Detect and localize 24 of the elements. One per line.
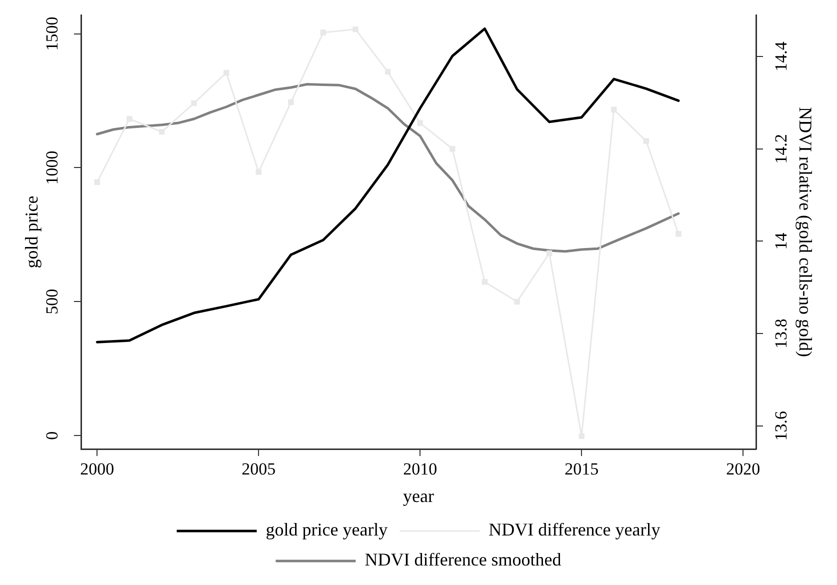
- y2-tick-label: 14: [771, 232, 790, 250]
- y2-axis-title: NDVI relative (gold cells-no gold): [795, 107, 816, 357]
- y2-tick-label: 13.8: [771, 318, 790, 348]
- y2-tick-label: 13.6: [771, 411, 790, 441]
- point: [191, 100, 197, 106]
- legend-label: gold price yearly: [266, 520, 388, 540]
- y2-tick-label: 14.4: [771, 41, 790, 72]
- point: [450, 146, 456, 152]
- y-axis-title: gold price: [22, 196, 42, 268]
- y2-tick-label: 14.2: [771, 134, 790, 164]
- x-tick-label: 2015: [564, 460, 599, 479]
- point: [417, 120, 423, 126]
- x-tick-label: 2010: [403, 460, 438, 479]
- y-tick-label: 0: [42, 431, 62, 440]
- point: [546, 250, 552, 256]
- y-tick-label: 1000: [42, 150, 62, 185]
- x-tick-label: 2005: [242, 460, 276, 479]
- x-tick-label: 2020: [726, 460, 760, 479]
- y-tick-label: 1500: [42, 16, 62, 51]
- legend-label: NDVI difference smoothed: [364, 550, 562, 570]
- x-tick-label: 2000: [80, 460, 114, 479]
- legend-label: NDVI difference yearly: [488, 520, 660, 540]
- y-tick-label: 500: [42, 288, 62, 314]
- x-axis-title: year: [403, 486, 434, 506]
